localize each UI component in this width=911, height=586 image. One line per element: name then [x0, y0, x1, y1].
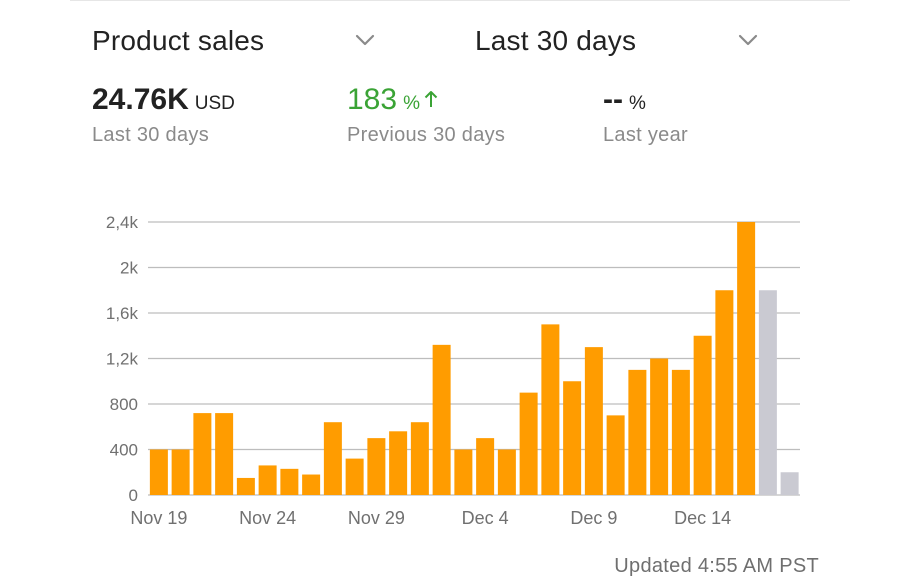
x-tick-label: Nov 19 — [130, 508, 187, 528]
y-tick-label: 800 — [110, 395, 138, 414]
bar-dec-7 — [541, 324, 560, 495]
bar-dec-1 — [410, 422, 429, 495]
y-tick-label: 0 — [129, 486, 138, 505]
stat-unit: % — [628, 93, 646, 114]
bar-nov-20 — [171, 449, 190, 495]
date-range-dropdown-label: Last 30 days — [475, 25, 637, 56]
bar-dec-18 — [780, 472, 799, 495]
bar-nov-22 — [215, 413, 234, 495]
bar-dec-15 — [715, 290, 734, 495]
y-tick-label: 400 — [110, 441, 138, 460]
date-range-dropdown[interactable]: Last 30 days — [475, 24, 765, 58]
y-tick-label: 1,6k — [106, 304, 139, 323]
y-tick-label: 2k — [120, 259, 138, 278]
bar-dec-8 — [563, 381, 582, 495]
bar-dec-6 — [519, 392, 538, 495]
bar-dec-16 — [737, 222, 756, 495]
y-tick-label: 2,4k — [106, 213, 139, 232]
stat-value: --% — [603, 82, 688, 122]
chevron-down-icon — [738, 34, 758, 46]
bar-dec-3 — [454, 449, 473, 495]
bar-dec-9 — [584, 347, 603, 495]
bar-dec-11 — [628, 369, 647, 495]
bar-dec-5 — [497, 449, 516, 495]
bar-dec-17 — [758, 290, 777, 495]
bar-dec-10 — [606, 415, 625, 495]
stat-number: 183 — [347, 83, 398, 116]
y-tick-label: 1,2k — [106, 350, 139, 369]
bar-nov-30 — [389, 431, 408, 495]
bar-nov-28 — [345, 458, 364, 495]
bar-nov-21 — [193, 413, 212, 495]
stat-caption: Last year — [603, 124, 688, 146]
x-tick-label: Dec 14 — [674, 508, 731, 528]
stat-value: 24.76K USD — [92, 82, 235, 122]
top-divider — [70, 0, 850, 1]
stat-total-sales: 24.76K USD Last 30 days — [92, 82, 235, 147]
bar-dec-12 — [650, 358, 669, 495]
bar-nov-29 — [367, 438, 386, 495]
chevron-down-icon — [355, 34, 375, 46]
stat-caption: Previous 30 days — [347, 124, 506, 146]
bar-nov-24 — [258, 465, 277, 495]
x-tick-label: Dec 4 — [462, 508, 509, 528]
bar-dec-13 — [671, 369, 690, 495]
bar-nov-26 — [302, 474, 321, 495]
metric-dropdown[interactable]: Product sales — [92, 24, 382, 58]
stat-number: -- — [603, 83, 623, 116]
stat-unit: % — [403, 93, 420, 114]
stat-previous-period: 183% Previous 30 days — [347, 82, 505, 147]
updated-timestamp: Updated 4:55 AM PST — [614, 555, 819, 577]
bar-nov-23 — [236, 477, 255, 495]
metric-dropdown-label: Product sales — [92, 25, 265, 56]
stat-unit: USD — [194, 93, 235, 114]
stat-number: 24.76K — [92, 83, 189, 116]
stat-value: 183% — [347, 82, 505, 122]
x-tick-label: Nov 29 — [348, 508, 405, 528]
bar-nov-27 — [323, 422, 342, 495]
arrow-up-icon — [424, 91, 438, 107]
stat-last-year: --% Last year — [603, 82, 688, 147]
bar-dec-2 — [432, 344, 451, 495]
x-tick-label: Dec 9 — [570, 508, 617, 528]
bar-dec-4 — [476, 438, 495, 495]
x-tick-label: Nov 24 — [239, 508, 296, 528]
bar-nov-25 — [280, 468, 299, 495]
bar-dec-14 — [693, 335, 712, 495]
bar-nov-19 — [149, 449, 168, 495]
stat-caption: Last 30 days — [92, 124, 210, 146]
